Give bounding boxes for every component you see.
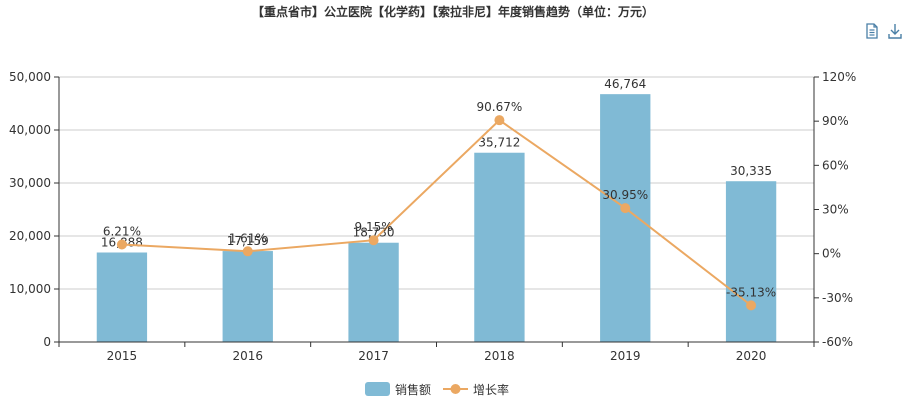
growth-value-label: -35.13%	[726, 285, 776, 299]
y-right-tick-label: 30%	[822, 203, 849, 217]
x-tick-label: 2020	[736, 349, 767, 363]
growth-rate-line	[121, 118, 752, 307]
legend-item-growth[interactable]: 增长率	[443, 381, 509, 397]
y-right-tick-label: -60%	[822, 335, 853, 349]
y-right-tick-label: 60%	[822, 158, 849, 172]
bar-value-label: 46,764	[604, 77, 646, 91]
growth-value-label: 9.15%	[355, 220, 393, 234]
y-right-tick-label: -30%	[822, 291, 853, 305]
y-right-tick-label: 120%	[822, 70, 856, 84]
legend-label-growth: 增长率	[473, 382, 510, 397]
legend-item-sales[interactable]: 销售额	[365, 381, 431, 397]
legend-line-marker-icon	[443, 384, 468, 394]
legend-label-sales: 销售额	[395, 382, 432, 397]
bar-2020	[725, 181, 777, 342]
data-view-icon[interactable]	[863, 22, 881, 40]
growth-point-2018	[494, 115, 505, 126]
growth-value-label: 30.95%	[602, 188, 648, 202]
x-tick-label: 2015	[107, 349, 138, 363]
growth-point-2019	[620, 203, 631, 214]
bar-2015	[96, 252, 148, 342]
y-left-tick-label: 20,000	[9, 229, 51, 243]
growth-point-2015	[116, 239, 127, 250]
y-left-tick-label: 40,000	[9, 123, 51, 137]
growth-value-label: 1.61%	[229, 231, 267, 245]
bar-value-label: 17,159	[227, 234, 269, 248]
bar-value-label: 30,335	[730, 164, 772, 178]
y-left-tick-label: 50,000	[9, 70, 51, 84]
y-right-tick-label: 90%	[822, 114, 849, 128]
x-tick-label: 2017	[358, 349, 389, 363]
growth-value-label: 6.21%	[103, 225, 141, 239]
x-tick-label: 2019	[610, 349, 641, 363]
growth-point-2017	[368, 235, 379, 246]
y-left-tick-label: 0	[43, 335, 51, 349]
bar-2016	[222, 251, 273, 342]
x-tick-label: 2016	[232, 349, 263, 363]
bar-2018	[474, 152, 525, 342]
y-right-tick-label: 0%	[822, 247, 841, 261]
y-left-tick-label: 10,000	[9, 282, 51, 296]
legend-bar-swatch-icon	[365, 382, 390, 396]
chart-title: 【重点省市】公立医院【化学药】【索拉非尼】年度销售趋势（单位：万元）	[251, 5, 654, 19]
growth-point-2016	[242, 246, 253, 257]
y-left-tick-label: 30,000	[9, 176, 51, 190]
growth-point-2020	[746, 300, 757, 311]
bar-2017	[348, 242, 399, 342]
growth-value-label: 90.67%	[477, 100, 523, 114]
bar-value-label: 35,712	[478, 136, 520, 150]
bar-2019	[600, 94, 651, 342]
x-tick-label: 2018	[484, 349, 515, 363]
download-icon[interactable]	[886, 22, 904, 40]
